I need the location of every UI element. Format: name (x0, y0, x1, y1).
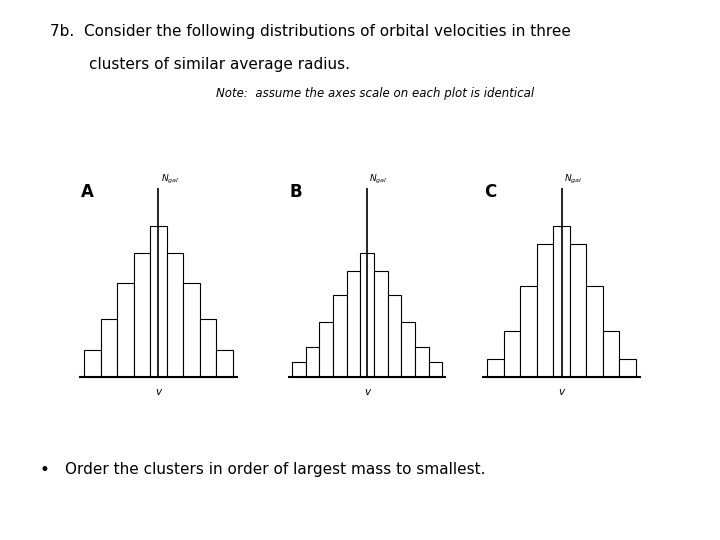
Bar (320, 322, 333, 377)
Text: $N_{gal}$: $N_{gal}$ (369, 173, 387, 186)
Bar (387, 295, 401, 377)
Text: v: v (364, 387, 370, 397)
Bar (292, 362, 306, 377)
Bar (150, 226, 166, 377)
Bar (619, 359, 636, 377)
Bar (333, 295, 347, 377)
Bar (306, 347, 320, 377)
Text: A: A (81, 184, 94, 201)
Bar (166, 253, 183, 377)
Text: B: B (289, 184, 302, 201)
Bar (586, 286, 603, 377)
Bar (347, 271, 361, 377)
Bar (101, 319, 117, 377)
Bar (134, 253, 150, 377)
Text: Note:  assume the axes scale on each plot is identical: Note: assume the axes scale on each plot… (216, 87, 534, 100)
Bar (570, 244, 586, 377)
Bar (428, 362, 442, 377)
Bar (84, 349, 101, 377)
Text: •: • (40, 461, 50, 479)
Text: C: C (484, 184, 496, 201)
Bar (199, 319, 216, 377)
Text: $N_{gal}$: $N_{gal}$ (161, 173, 179, 186)
Text: v: v (559, 387, 564, 397)
Text: Order the clusters in order of largest mass to smallest.: Order the clusters in order of largest m… (65, 462, 485, 477)
Bar (415, 347, 428, 377)
Bar (487, 359, 504, 377)
Bar (401, 322, 415, 377)
Text: clusters of similar average radius.: clusters of similar average radius. (50, 57, 351, 72)
Bar (183, 283, 199, 377)
Text: v: v (156, 387, 161, 397)
Bar (117, 283, 134, 377)
Bar (374, 271, 387, 377)
Text: $N_{gal}$: $N_{gal}$ (564, 173, 582, 186)
Text: 7b.  Consider the following distributions of orbital velocities in three: 7b. Consider the following distributions… (50, 24, 571, 39)
Bar (361, 253, 374, 377)
Bar (521, 286, 537, 377)
Bar (554, 226, 570, 377)
Bar (216, 349, 233, 377)
Bar (537, 244, 554, 377)
Bar (504, 332, 521, 377)
Bar (603, 332, 619, 377)
